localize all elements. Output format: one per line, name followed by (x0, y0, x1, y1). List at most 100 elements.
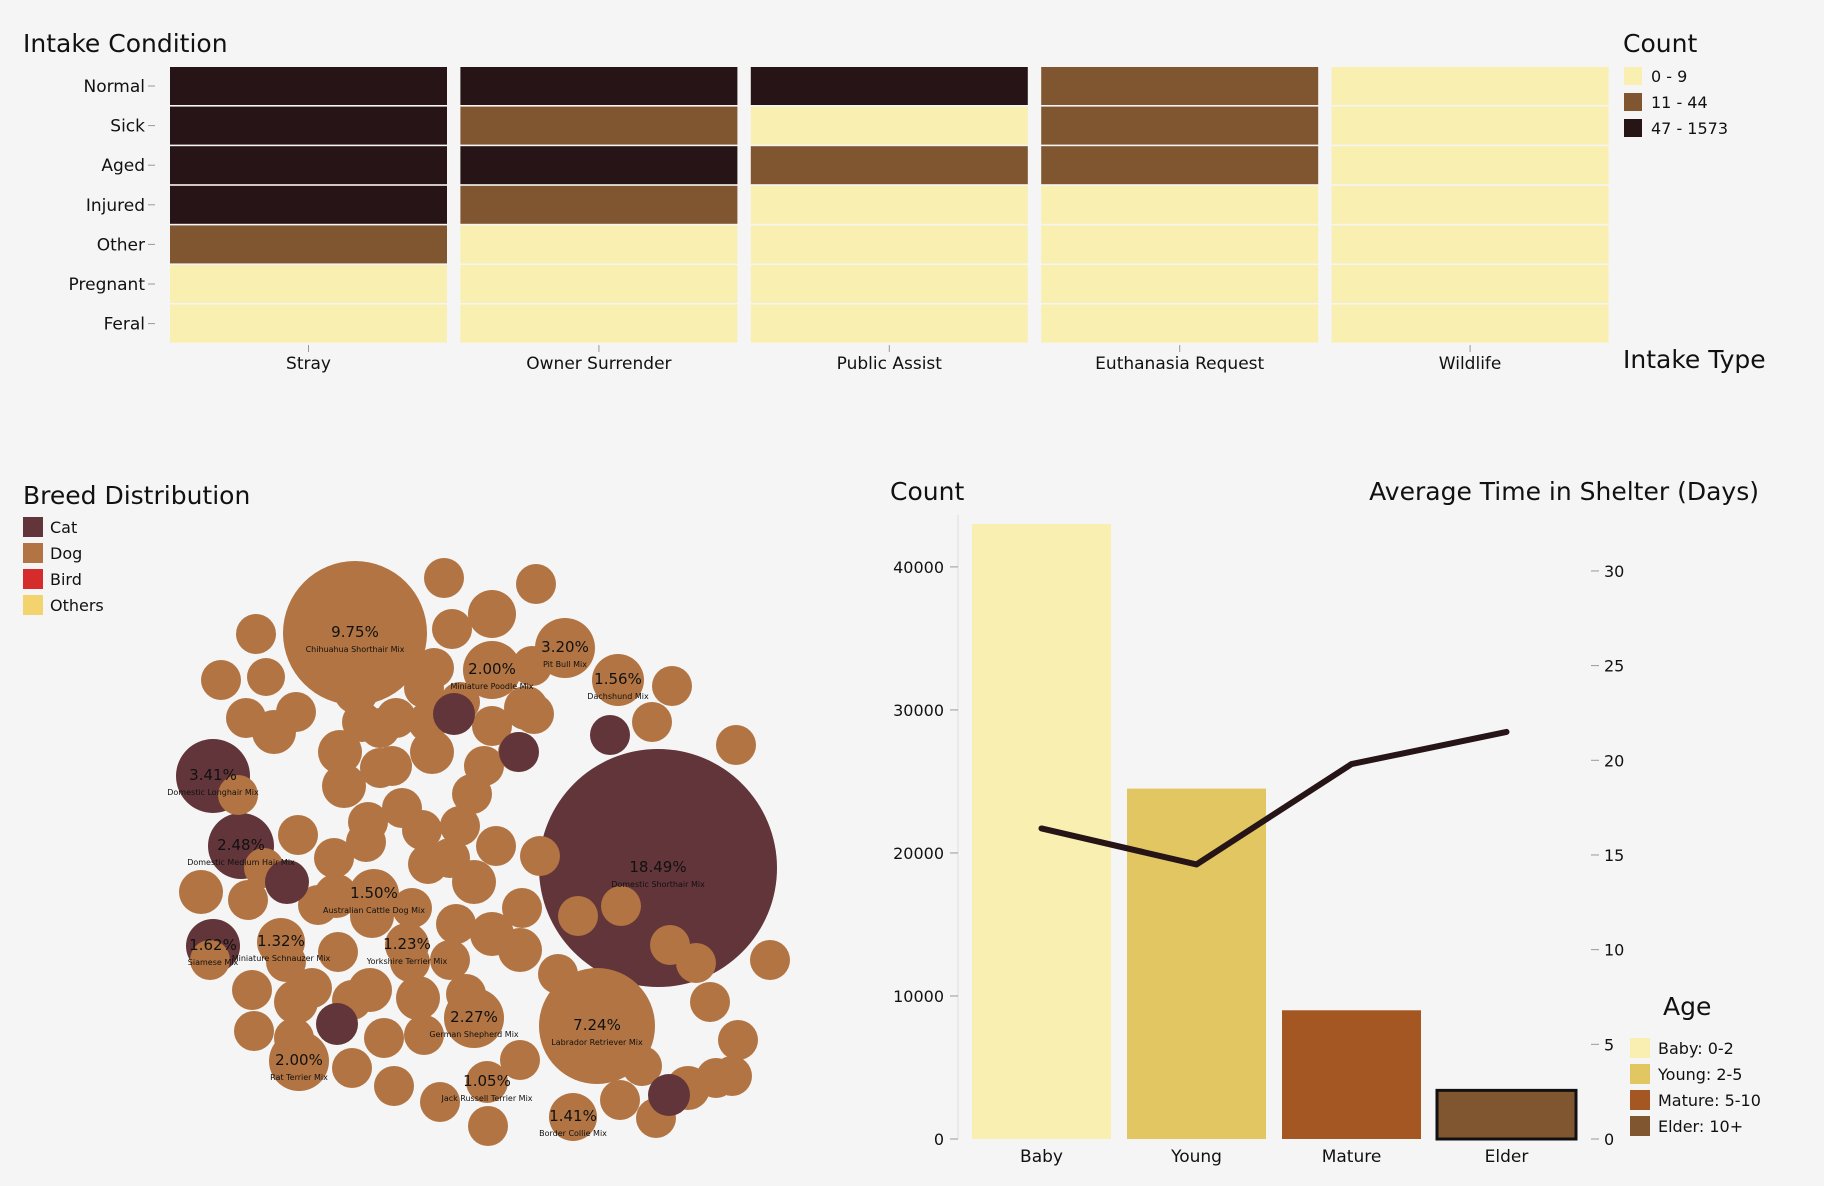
dog-breed-bubble (402, 810, 442, 850)
dog-breed-bubble (472, 706, 512, 746)
bar-young (1127, 788, 1266, 1139)
bubble-percent-australian-cattle-dog-mix: 1.50% (350, 884, 398, 902)
heatmap-cell-aged-stray (170, 146, 447, 185)
dog-breed-bubble (247, 658, 285, 696)
bubble-percent-jack-russell-terrier-mix: 1.05% (463, 1072, 511, 1090)
dog-breed-bubble (360, 748, 400, 788)
dog-breed-bubble (218, 775, 258, 815)
heatmap-cell-injured-wildlife (1331, 185, 1609, 224)
heatmap-y-axis: Normal Sick Aged Injured Other Pregnant Feral (69, 77, 155, 335)
dog-breed-bubble (718, 1020, 758, 1060)
dog-breed-bubble (750, 940, 790, 980)
bubble-breed-miniature-poodle-mix: Miniature Poodle Mix (450, 682, 533, 691)
dog-breed-bubble (572, 1038, 616, 1082)
heatmap-cell-sick-euthanasia-request (1041, 106, 1319, 145)
age-legend-swatch-3 (1630, 1116, 1650, 1136)
dog-breed-bubble (179, 870, 223, 914)
dog-breed-bubble (440, 806, 480, 846)
heatmap-legend-label-2: 47 - 1573 (1651, 119, 1728, 138)
heatmap-y-label-normal: Normal (83, 77, 145, 97)
bubble-breed-chihuahua-shorthair-mix: Chihuahua Shorthair Mix (306, 645, 405, 654)
bubble-breed-german-shepherd-mix: German Shepherd Mix (429, 1030, 519, 1039)
heatmap-cell-feral-wildlife (1331, 304, 1609, 343)
dog-breed-bubble (500, 1040, 540, 1080)
dog-breed-bubble (598, 998, 638, 1038)
age-legend-label-0: Baby: 0-2 (1658, 1039, 1734, 1058)
dog-breed-bubble (558, 896, 598, 936)
age-legend: Age Baby: 0-2 Young: 2-5 Mature: 5-10 Elder… (1630, 992, 1761, 1136)
bubble-breed-labrador-retriever-mix: Labrador Retriever Mix (551, 1038, 643, 1047)
dog-breed-bubble (436, 904, 476, 944)
heatmap-x-label-owner-surrender: Owner Surrender (526, 354, 671, 374)
age-legend-label-3: Elder: 10+ (1658, 1117, 1743, 1136)
bubble-border-collie-mix (549, 1093, 597, 1141)
bar-mature (1282, 1010, 1421, 1139)
dog-breed-bubble (716, 725, 756, 765)
dog-breed-bubble (348, 802, 388, 842)
dog-breed-bubble (390, 942, 430, 982)
dog-breed-bubble (314, 874, 358, 918)
dog-breed-bubble (538, 954, 578, 994)
bubble-breed-domestic-medium-hair-mix: Domestic Medium Hair Mix (187, 858, 295, 867)
avg-time-line-path (1038, 728, 1510, 868)
heatmap-cell-feral-public-assist (750, 304, 1028, 343)
bubble-miniature-poodle-mix (463, 641, 521, 699)
bubble-legend-label-2: Bird (50, 570, 82, 589)
right-tick-label-0: 0 (1604, 1130, 1614, 1149)
heatmap-legend-swatch-1 (1624, 93, 1642, 111)
heatmap-x-label-wildlife: Wildlife (1439, 354, 1502, 374)
heatmap-cell-aged-owner-surrender (460, 146, 738, 185)
bubble-legend-swatch-1 (23, 543, 43, 563)
bubble-percent-domestic-longhair-mix: 3.41% (189, 766, 237, 784)
age-legend-swatch-1 (1630, 1064, 1650, 1084)
heatmap-cells (170, 67, 1609, 343)
heatmap-y-label-pregnant: Pregnant (69, 275, 146, 295)
bubble-dachshund-mix (592, 654, 644, 706)
dog-breed-bubble (712, 1056, 752, 1096)
heatmap-cell-sick-owner-surrender (460, 106, 738, 145)
heatmap-x-axis: Stray Owner Surrender Public Assist Euthana… (286, 345, 1501, 374)
bubble-percent-dachshund-mix: 1.56% (594, 670, 642, 688)
heatmap-cell-sick-stray (170, 106, 447, 145)
right-tick-label-15: 15 (1604, 846, 1624, 865)
heatmap-cell-pregnant-stray (170, 265, 447, 303)
bubble-percent-domestic-medium-hair-mix: 2.48% (217, 836, 265, 854)
heatmap-cell-normal-public-assist (750, 67, 1028, 105)
dog-breed-bubble (332, 1048, 372, 1088)
age-legend-title: Age (1663, 992, 1711, 1021)
dog-breed-bubble (476, 826, 516, 866)
bubble-percent-miniature-poodle-mix: 2.00% (468, 660, 516, 678)
heatmap-y-label-other: Other (97, 235, 145, 255)
right-tick-label-20: 20 (1604, 751, 1624, 770)
left-tick-label-20000: 20000 (893, 844, 944, 863)
bubble-circles: 18.49% Domestic Shorthair Mix 9.75% Chihuah… (167, 558, 790, 1146)
dog-breed-bubble (404, 1015, 444, 1055)
heatmap-cell-aged-public-assist (750, 146, 1028, 185)
heatmap-cell-aged-euthanasia-request (1041, 146, 1319, 185)
dog-breed-bubble (266, 942, 306, 982)
intake-condition-heatmap: Intake Condition Intake Type Normal Sick A… (23, 29, 1766, 374)
heatmap-cell-normal-owner-surrender (460, 67, 738, 105)
age-bar-line-chart: Count Average Time in Shelter (Days) Bab… (890, 477, 1761, 1167)
dog-breed-bubble (676, 943, 716, 983)
dog-breed-bubble (622, 1046, 662, 1086)
dog-breed-bubble (414, 648, 454, 688)
dog-breed-bubble (601, 886, 641, 926)
dog-breed-bubble (234, 1011, 274, 1051)
heatmap-legend: Count 0 - 9 11 - 44 47 - 1573 (1623, 29, 1728, 138)
dog-breed-bubble (690, 982, 730, 1022)
dog-breed-bubble (374, 1066, 414, 1106)
dog-breed-bubble (452, 860, 496, 904)
heatmap-x-label-public-assist: Public Assist (837, 354, 943, 374)
heatmap-cell-pregnant-public-assist (750, 265, 1028, 303)
bubble-percent-yorkshire-terrier-mix: 1.23% (383, 935, 431, 953)
bubble-percent-pit-bull-mix: 3.20% (541, 638, 589, 656)
bubble-breed-border-collie-mix: Border Collie Mix (539, 1129, 607, 1138)
dog-breed-bubble (236, 614, 276, 654)
heatmap-cell-sick-public-assist (750, 106, 1028, 145)
bubble-breed-domestic-shorthair-mix: Domestic Shorthair Mix (611, 880, 705, 889)
heatmap-y-label-aged: Aged (101, 156, 145, 176)
bubble-breed-domestic-longhair-mix: Domestic Longhair Mix (167, 788, 259, 797)
bubble-breed-jack-russell-terrier-mix: Jack Russell Terrier Mix (440, 1094, 532, 1103)
heatmap-cell-injured-public-assist (750, 185, 1028, 224)
